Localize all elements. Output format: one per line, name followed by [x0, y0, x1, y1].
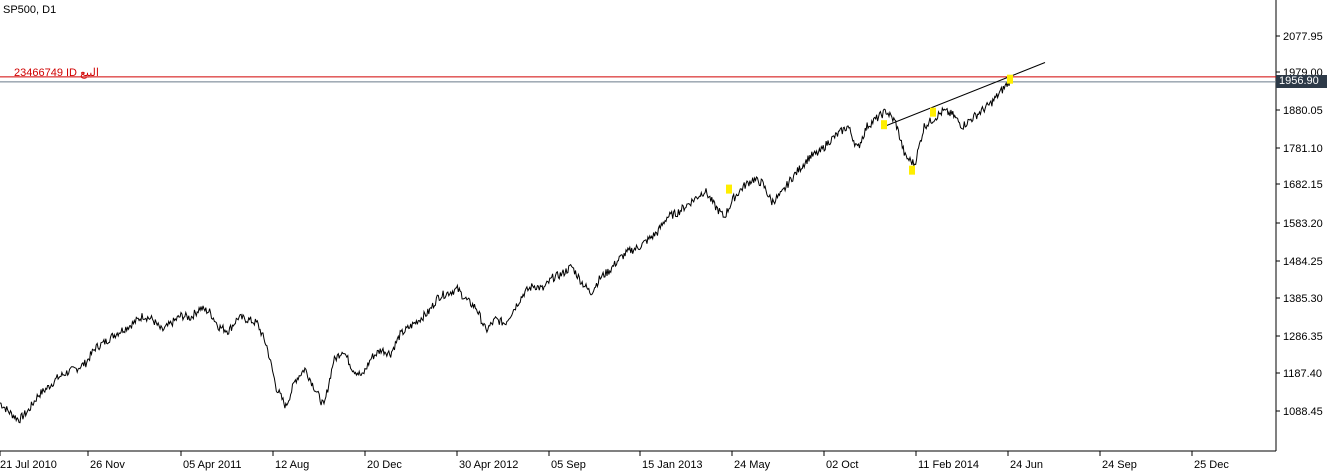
y-tick-label: 1286.35 [1283, 331, 1323, 343]
x-tick-label: 15 Jan 2013 [642, 459, 703, 471]
y-tick-label: 1187.40 [1283, 368, 1322, 380]
y-tick-label: 1781.10 [1283, 143, 1323, 155]
x-tick-label: 24 May [734, 459, 771, 471]
y-axis: 2077.951979.001880.051781.101682.151583.… [1276, 31, 1323, 418]
y-tick-label: 1385.30 [1283, 293, 1323, 305]
y-tick-label: 1583.20 [1283, 218, 1323, 230]
y-tick-label: 2077.95 [1283, 31, 1323, 43]
x-tick-label: 11 Feb 2014 [918, 459, 979, 471]
x-tick-label: 05 Sep [551, 459, 586, 471]
price-series-line [0, 80, 1011, 424]
x-tick-label: 24 Jun [1010, 459, 1043, 471]
plot-area [0, 0, 1276, 451]
x-tick-label: 25 Dec [1194, 459, 1229, 471]
y-tick-label: 1682.15 [1283, 179, 1323, 191]
x-tick-label: 30 Apr 2012 [459, 459, 518, 471]
x-tick-label: 02 Oct [826, 459, 858, 471]
x-tick-label: 24 Sep [1102, 459, 1137, 471]
x-tick-label: 05 Apr 2011 [183, 459, 242, 471]
symbol-title: SP500, D1 [3, 4, 57, 16]
x-axis: 21 Jul 2010 26 Nov 05 Apr 2011 12 Aug 20 Dec… [0, 451, 1229, 471]
peak-marker [1007, 74, 1013, 84]
x-tick-label: 12 Aug [275, 459, 309, 471]
peak-marker [881, 120, 887, 130]
y-tick-label: 1880.05 [1283, 105, 1323, 117]
markers-group [726, 74, 1013, 194]
peak-marker [726, 184, 732, 194]
x-tick-label: 20 Dec [367, 459, 402, 471]
order-label: 23466749 ID البيع [14, 67, 99, 79]
x-tick-label: 26 Nov [90, 459, 125, 471]
peak-marker [930, 107, 936, 117]
trendline[interactable] [884, 62, 1046, 127]
current-price-badge: 1956.90 [1276, 74, 1327, 88]
y-tick-label: 1484.25 [1283, 256, 1323, 268]
x-tick-label: 21 Jul 2010 [0, 459, 57, 471]
y-tick-label: 1088.45 [1283, 406, 1323, 418]
trough-marker [909, 165, 915, 175]
